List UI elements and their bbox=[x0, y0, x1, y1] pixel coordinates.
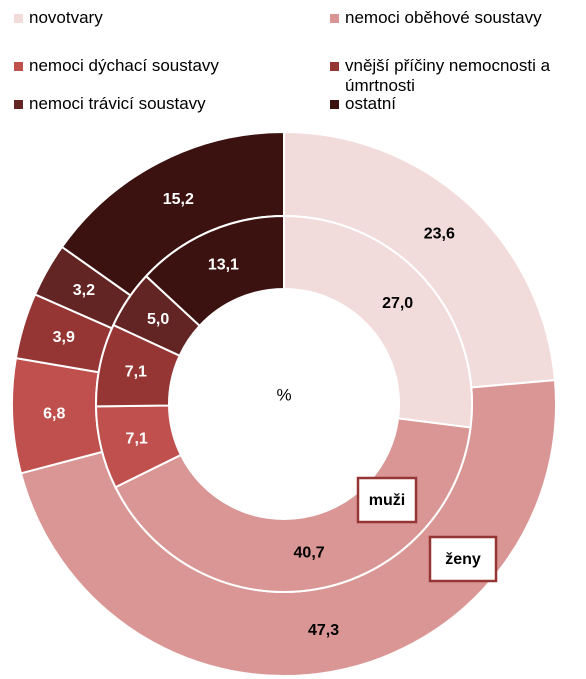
value-label: 7,1 bbox=[125, 364, 147, 381]
legend-item: ostatní bbox=[330, 94, 580, 114]
value-label: 23,6 bbox=[424, 226, 455, 243]
legend-item: novotvary bbox=[14, 8, 264, 28]
legend-item: nemoci trávicí soustavy bbox=[14, 94, 264, 114]
donut-slice bbox=[283, 214, 473, 429]
donut-slice bbox=[114, 417, 472, 593]
value-label: 13,1 bbox=[208, 256, 239, 273]
legend-label: vnější příčiny nemocnosti a úmrtnosti bbox=[345, 56, 551, 95]
value-label: 15,2 bbox=[163, 191, 194, 208]
annotation-box bbox=[356, 476, 418, 524]
value-label: 3,2 bbox=[73, 282, 95, 299]
value-label: 6,8 bbox=[43, 405, 65, 422]
annotation: muži bbox=[369, 492, 405, 509]
legend-swatch bbox=[330, 62, 339, 71]
value-label: 3,9 bbox=[53, 329, 75, 346]
legend-label: novotvary bbox=[29, 8, 103, 27]
legend-swatch bbox=[14, 14, 23, 23]
donut-slice bbox=[144, 214, 285, 328]
legend-item: nemoci oběhové soustavy bbox=[330, 8, 580, 28]
value-label: 27,0 bbox=[382, 295, 413, 312]
legend-swatch bbox=[330, 14, 339, 23]
legend-label: nemoci oběhové soustavy bbox=[345, 8, 542, 27]
legend-swatch bbox=[14, 100, 23, 109]
legend-item: vnější příčiny nemocnosti a úmrtnosti bbox=[330, 56, 580, 96]
value-label: 47,3 bbox=[308, 622, 339, 639]
value-label: 40,7 bbox=[294, 545, 325, 562]
value-label: 7,1 bbox=[126, 431, 148, 448]
legend-swatch bbox=[330, 100, 339, 109]
annotation-box bbox=[428, 535, 498, 583]
legend-item: nemoci dýchací soustavy bbox=[14, 56, 264, 76]
legend-label: nemoci dýchací soustavy bbox=[29, 56, 219, 75]
legend-label: ostatní bbox=[345, 94, 397, 113]
legend-label: nemoci trávicí soustavy bbox=[29, 94, 206, 113]
value-label: 5,0 bbox=[147, 311, 169, 328]
legend-swatch bbox=[14, 62, 23, 71]
center-label: % bbox=[276, 385, 291, 404]
annotation: ženy bbox=[445, 551, 481, 568]
